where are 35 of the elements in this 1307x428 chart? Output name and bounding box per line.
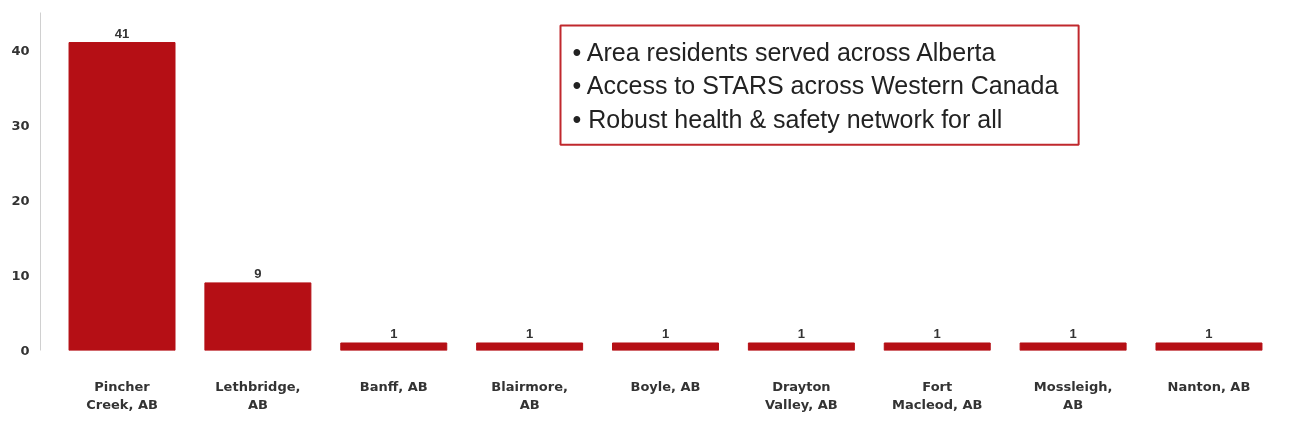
bar <box>747 342 855 351</box>
data-label: 1 <box>1069 325 1077 341</box>
data-label: 1 <box>1205 325 1213 341</box>
bar <box>1019 342 1127 351</box>
x-tick-label: Mossleigh, AB <box>1033 378 1113 412</box>
x-tick-label: Pincher Creek, AB <box>86 378 158 412</box>
bar <box>68 42 176 351</box>
x-tick-label: Banff, AB <box>359 378 428 394</box>
data-label: 1 <box>933 325 941 341</box>
bar <box>883 342 991 351</box>
bar <box>612 342 719 351</box>
data-label: 1 <box>797 325 805 341</box>
bar <box>1155 342 1263 351</box>
x-tick-label: Drayton Valley, AB <box>764 378 838 412</box>
data-label: 1 <box>661 325 670 341</box>
y-tick-label: 40 <box>11 42 30 58</box>
x-tick-label: Blairmore, AB <box>491 378 568 412</box>
x-tick-label: Boyle, AB <box>630 378 701 394</box>
y-tick-label: 30 <box>11 117 30 133</box>
bar <box>476 342 584 351</box>
y-tick-label: 10 <box>11 267 30 283</box>
y-tick-label: 0 <box>20 343 30 358</box>
y-tick-label: 20 <box>11 192 30 208</box>
x-tick-label: Fort Macleod, AB <box>892 378 983 412</box>
annotation: • Area residents served across Alberta <box>572 37 996 66</box>
annotation: • Robust health & safety network for all <box>572 104 1003 133</box>
bar <box>204 282 312 351</box>
data-label: 9 <box>254 265 262 281</box>
x-tick-label: Lethbridge, AB <box>215 378 301 412</box>
bar <box>340 342 448 351</box>
data-label: 1 <box>390 325 398 341</box>
data-label: 1 <box>526 325 534 341</box>
x-tick-label: Nanton, AB <box>1167 378 1251 394</box>
data-label: 41 <box>114 25 130 41</box>
annotation: • Access to STARS across Western Canada <box>572 71 1059 100</box>
